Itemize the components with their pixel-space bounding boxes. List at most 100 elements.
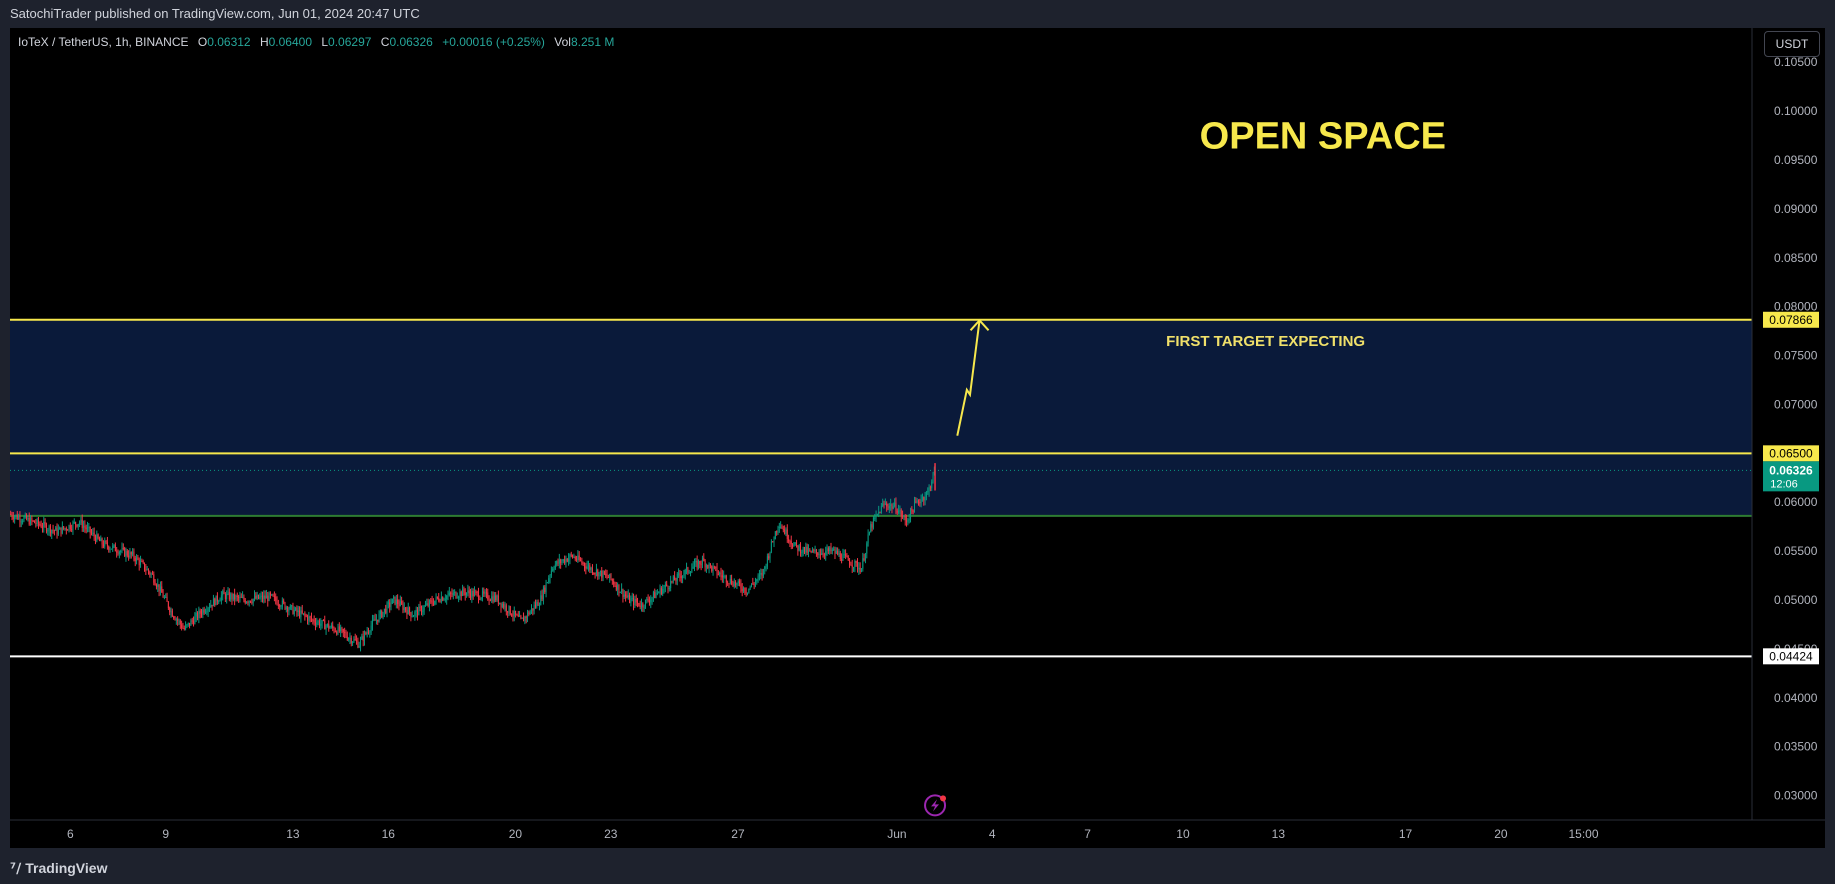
candle-body (398, 604, 400, 606)
candle-body (175, 619, 177, 621)
candle-body (719, 572, 721, 575)
candle-body (707, 565, 709, 569)
candle-body (630, 598, 632, 603)
candle-body (144, 562, 146, 570)
candle-body (320, 623, 322, 626)
candle-body (724, 575, 726, 577)
currency-button[interactable]: USDT (1764, 31, 1820, 57)
candle-body (862, 558, 864, 569)
candle-body (165, 596, 167, 598)
candle-body (317, 621, 319, 623)
candle-body (663, 587, 665, 590)
candle-body (796, 542, 798, 546)
candle-body (879, 511, 881, 514)
candle-body (686, 567, 688, 570)
candle-body (768, 556, 770, 559)
candle-body (615, 585, 617, 590)
candle-body (814, 549, 816, 551)
price-chart[interactable]: OPEN SPACE FIRST TARGET EXPECTING 0.10500… (10, 28, 1825, 848)
candle-body (846, 556, 848, 558)
candle-body (307, 616, 309, 621)
candle-body (466, 592, 468, 596)
candle-body (337, 626, 339, 635)
candle-body (12, 517, 14, 520)
candle-body (565, 558, 567, 563)
candle-body (837, 550, 839, 555)
candle-body (185, 625, 187, 630)
candle-body (157, 584, 159, 587)
candle-body (219, 600, 221, 602)
candle-body (252, 598, 254, 603)
candle-body (605, 574, 607, 576)
candle-body (773, 539, 775, 542)
candle-body (276, 600, 278, 605)
candle-body (690, 572, 692, 574)
candle-body (637, 602, 639, 604)
chart-panel[interactable]: OPEN SPACE FIRST TARGET EXPECTING 0.10500… (10, 28, 1825, 848)
candle-body (218, 601, 220, 603)
candle-body (619, 592, 621, 594)
candle-body (672, 576, 674, 582)
candle-body (485, 592, 487, 594)
candle-body (666, 584, 668, 587)
candle-body (917, 500, 919, 503)
candle-body (668, 587, 670, 589)
candle-body (189, 622, 191, 626)
candle-body (647, 598, 649, 602)
candle-body (515, 610, 517, 615)
candle-body (427, 603, 429, 606)
candle-body (464, 592, 466, 596)
candle-body (145, 569, 147, 571)
candle-body (370, 625, 372, 632)
candle-body (83, 525, 85, 528)
symbol-legend: IoTeX / TetherUS, 1h, BINANCE O0.06312 H… (18, 35, 614, 49)
candle-body (88, 526, 90, 528)
candle-body (887, 506, 889, 509)
candle-body (383, 608, 385, 612)
candle-body (548, 578, 550, 583)
candle-body (79, 522, 81, 524)
price-tick-label: 0.07500 (1774, 349, 1818, 363)
candle-body (648, 601, 650, 603)
candle-body (842, 554, 844, 561)
candle-body (228, 592, 230, 600)
candle-body (712, 566, 714, 571)
candle-body (24, 515, 26, 518)
candle-body (882, 503, 884, 506)
candle-body (610, 573, 612, 580)
candle-body (557, 561, 559, 564)
candle-body (525, 616, 527, 618)
candle-body (711, 565, 713, 571)
candle-body (595, 569, 597, 574)
candle-body (741, 588, 743, 592)
candle-body (699, 561, 701, 565)
candle-body (268, 592, 270, 601)
candle-body (56, 527, 58, 535)
candle-body (93, 532, 95, 537)
candle-body (863, 558, 865, 561)
candle-body (524, 616, 526, 622)
lightning-icon[interactable] (924, 794, 947, 817)
candle-body (694, 562, 696, 567)
candle-body (271, 594, 273, 596)
tradingview-brand[interactable]: ⁷∕ TradingView (10, 854, 107, 884)
candle-body (629, 595, 631, 603)
candle-body (283, 600, 285, 603)
candle-body (866, 543, 868, 554)
candle-body (597, 569, 599, 577)
candle-body (169, 608, 171, 613)
candle-body (564, 559, 566, 563)
candle-body (777, 527, 779, 532)
lightning-icon-bolt (931, 799, 940, 812)
candle-body (542, 587, 544, 600)
candle-body (507, 611, 509, 613)
candle-body (838, 552, 840, 555)
candle-body (674, 576, 676, 581)
candle-body (300, 610, 302, 618)
candle-body (906, 520, 908, 523)
candle-body (577, 555, 579, 560)
candle-body (63, 526, 65, 529)
candle-body (491, 596, 493, 601)
candle-body (410, 612, 412, 617)
symbol-title: IoTeX / TetherUS, 1h, BINANCE (18, 35, 189, 49)
